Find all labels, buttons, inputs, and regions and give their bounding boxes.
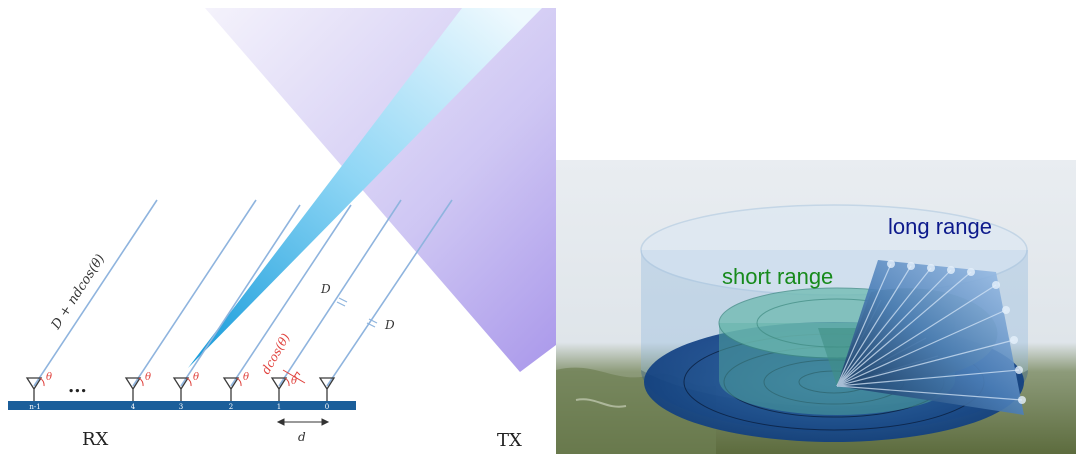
antenna-4	[124, 377, 142, 401]
ray-2	[230, 204, 352, 387]
phased-array-diagram: θ θ θ θ θ dcos(θ) D D D + ndcos(θ) ... n…	[8, 8, 556, 451]
antenna-index-3: 3	[179, 403, 183, 411]
theta-label-2: θ	[243, 372, 249, 383]
antenna-ellipsis: ...	[68, 376, 87, 397]
antenna-0	[318, 377, 336, 401]
antenna-index-n-1: n-1	[29, 403, 40, 411]
theta-label-1: θ	[291, 376, 297, 387]
ray-3	[180, 204, 301, 387]
antenna-baseline	[8, 401, 356, 410]
incident-rays	[33, 199, 453, 387]
antenna-n-1	[25, 377, 43, 401]
antenna-1	[270, 377, 288, 401]
ray-1	[278, 199, 402, 387]
antenna-2	[222, 377, 240, 401]
tx-cone	[205, 8, 556, 372]
ray-n-1	[33, 199, 158, 387]
theta-arcs	[39, 377, 290, 387]
theta-label-n-1: θ	[46, 372, 52, 383]
spacing-arrow	[276, 418, 330, 426]
ray-0	[326, 199, 453, 387]
antennas	[25, 377, 336, 401]
antenna-index-4: 4	[131, 403, 136, 411]
radar-coverage-diagram: long range short range	[556, 160, 1076, 454]
theta-label-3: θ	[193, 372, 199, 383]
theta-label-4: θ	[145, 372, 151, 383]
long-range-sector	[836, 260, 1026, 415]
D-label-2: D	[384, 318, 395, 332]
tx-label: TX	[497, 430, 522, 451]
D-label-1: D	[320, 282, 331, 296]
ray-4	[132, 199, 257, 387]
short-range-label: short range	[722, 264, 833, 289]
antenna-index-0: 0	[325, 403, 329, 411]
antenna-index-1: 1	[277, 403, 281, 411]
beam-wedge	[188, 8, 542, 368]
path-length-label: D + ndcos(θ)	[48, 252, 108, 333]
antenna-index-2: 2	[229, 403, 233, 411]
rx-label: RX	[82, 429, 109, 450]
long-range-label: long range	[888, 214, 992, 239]
path-difference-construction	[282, 369, 306, 384]
spacing-label: d	[298, 430, 306, 444]
antenna-3	[172, 377, 190, 401]
